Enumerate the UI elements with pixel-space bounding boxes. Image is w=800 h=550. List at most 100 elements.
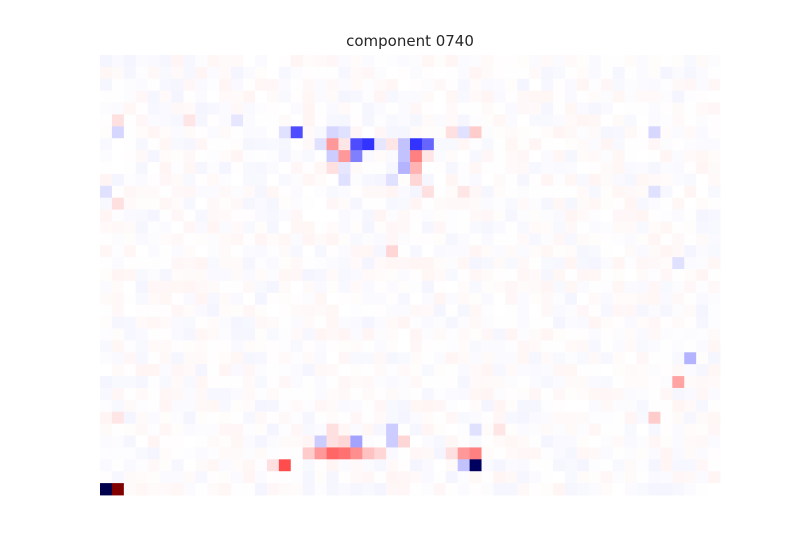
- heatmap-cell: [231, 197, 244, 210]
- heatmap-cell: [433, 173, 447, 187]
- heatmap-cell: [314, 221, 327, 234]
- heatmap-cell: [350, 209, 363, 222]
- heatmap-cell: [469, 447, 482, 460]
- heatmap-cell: [541, 471, 554, 484]
- heatmap-cell: [374, 185, 387, 199]
- heatmap-cell: [588, 328, 602, 341]
- heatmap-cell: [672, 447, 685, 460]
- heatmap-cell: [231, 257, 244, 270]
- heatmap-cell: [588, 102, 602, 115]
- heatmap-cell: [183, 78, 196, 92]
- heatmap-cell: [362, 78, 375, 92]
- heatmap-cell: [445, 269, 459, 282]
- heatmap-cell: [278, 352, 292, 365]
- heatmap-cell: [410, 447, 423, 460]
- heatmap-cell: [362, 185, 375, 199]
- chart-title: component 0740: [346, 32, 474, 50]
- heatmap-cell: [290, 138, 304, 151]
- heatmap-cell: [541, 55, 554, 68]
- heatmap-cell: [576, 376, 590, 389]
- heatmap-cell: [708, 102, 721, 115]
- heatmap-cell: [255, 352, 268, 365]
- heatmap-cell: [684, 364, 697, 377]
- heatmap-cell: [636, 245, 649, 258]
- heatmap-cell: [421, 162, 435, 175]
- heatmap-cell: [708, 55, 721, 68]
- heatmap-cell: [541, 376, 554, 389]
- heatmap-cell: [195, 90, 208, 103]
- heatmap-cell: [159, 292, 172, 306]
- heatmap-cell: [278, 102, 292, 115]
- heatmap-cell: [159, 90, 172, 103]
- heatmap-cell: [171, 364, 184, 377]
- heatmap-cell: [493, 364, 506, 377]
- heatmap-cell: [171, 340, 184, 353]
- heatmap-cell: [493, 221, 506, 234]
- heatmap-cell: [660, 447, 673, 460]
- heatmap-cell: [541, 90, 554, 103]
- heatmap-cell: [123, 55, 137, 68]
- heatmap-cell: [362, 483, 375, 496]
- heatmap-cell: [588, 114, 602, 127]
- heatmap-cell: [314, 280, 327, 294]
- heatmap-cell: [469, 387, 482, 401]
- heatmap-cell: [541, 114, 554, 127]
- heatmap-cell: [386, 399, 399, 413]
- heatmap-cell: [207, 233, 220, 246]
- heatmap-cell: [517, 459, 530, 472]
- heatmap-cell: [421, 399, 435, 413]
- heatmap-cell: [147, 55, 161, 68]
- heatmap-cell: [338, 173, 351, 187]
- heatmap-cell: [469, 352, 482, 365]
- heatmap-cell: [350, 483, 363, 496]
- heatmap-cell: [636, 150, 649, 163]
- heatmap-cell: [517, 447, 530, 460]
- heatmap-cell: [290, 423, 304, 436]
- heatmap-cell: [326, 162, 339, 175]
- heatmap-cell: [421, 483, 435, 496]
- heatmap-cell: [278, 257, 292, 270]
- heatmap-cell: [660, 66, 673, 80]
- heatmap-cell: [600, 340, 614, 353]
- heatmap-cell: [457, 340, 471, 353]
- heatmap-cell: [708, 280, 721, 294]
- heatmap-cell: [624, 411, 637, 425]
- heatmap-cell: [362, 162, 375, 175]
- heatmap-cell: [278, 471, 292, 484]
- heatmap-cell: [636, 352, 649, 365]
- heatmap-cell: [111, 316, 125, 329]
- heatmap-cell: [648, 340, 661, 353]
- heatmap-cell: [135, 173, 149, 187]
- heatmap-cell: [565, 269, 578, 282]
- heatmap-cell: [648, 66, 661, 80]
- heatmap-cell: [398, 364, 411, 377]
- heatmap-cell: [386, 340, 399, 353]
- heatmap-cell: [708, 233, 721, 246]
- heatmap-cell: [541, 447, 554, 460]
- heatmap-cell: [469, 209, 482, 222]
- heatmap-cell: [445, 435, 459, 448]
- heatmap-cell: [266, 245, 280, 258]
- heatmap-cell: [183, 423, 196, 436]
- heatmap-cell: [708, 114, 721, 127]
- heatmap-cell: [398, 269, 411, 282]
- heatmap-cell: [696, 364, 709, 377]
- heatmap-cell: [207, 150, 220, 163]
- heatmap-cell: [123, 387, 137, 401]
- heatmap-cell: [684, 399, 697, 413]
- heatmap-cell: [505, 459, 518, 472]
- heatmap-cell: [314, 304, 327, 318]
- heatmap-cell: [398, 328, 411, 341]
- heatmap-cell: [159, 55, 172, 68]
- heatmap-cell: [517, 138, 530, 151]
- heatmap-cell: [171, 55, 184, 68]
- heatmap-cell: [386, 423, 399, 436]
- heatmap-cell: [338, 304, 351, 318]
- heatmap-cell: [612, 138, 626, 151]
- heatmap-cell: [636, 304, 649, 318]
- heatmap-cell: [672, 138, 685, 151]
- heatmap-cell: [374, 126, 387, 139]
- heatmap-cell: [445, 138, 459, 151]
